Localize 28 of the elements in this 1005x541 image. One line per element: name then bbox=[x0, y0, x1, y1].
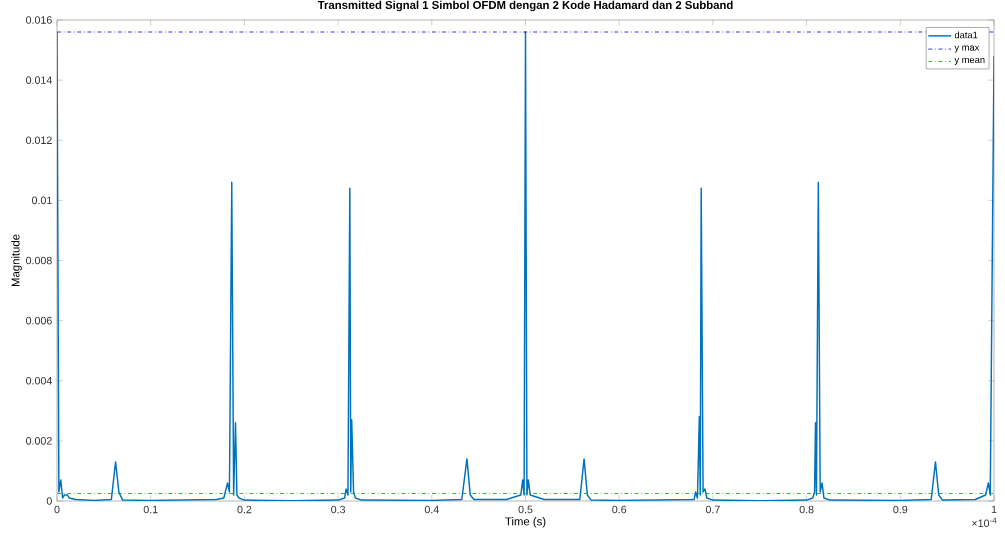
x-tick-label: 0.4 bbox=[424, 505, 439, 514]
x-tick-label: 0.6 bbox=[612, 505, 627, 514]
legend-label: y max bbox=[954, 45, 980, 53]
x-tick-label: 0.8 bbox=[799, 505, 814, 514]
y-tick-label: 0.016 bbox=[26, 16, 52, 24]
y-tick-label: 0.012 bbox=[26, 136, 52, 145]
x-tick-label: 0.5 bbox=[518, 505, 533, 514]
x-tick-label: 0.9 bbox=[893, 505, 908, 514]
x-tick-label: 1 bbox=[991, 505, 997, 514]
y-tick-label: 0 bbox=[46, 497, 52, 505]
y-tick-label: 0.002 bbox=[26, 437, 52, 445]
line-series bbox=[57, 31, 994, 501]
y-tick-label: 0.004 bbox=[26, 376, 52, 385]
y-tick-label: 0.008 bbox=[26, 256, 52, 265]
x-tick-label: 0.2 bbox=[237, 505, 252, 514]
x-tick-label: 0 bbox=[54, 505, 60, 514]
legend-label: data1 bbox=[954, 31, 978, 39]
y-tick-label: 0.014 bbox=[26, 76, 52, 84]
y-tick-label: 0.006 bbox=[26, 316, 52, 325]
x-tick-label: 0.7 bbox=[705, 505, 720, 514]
y-tick-label: 0.01 bbox=[31, 196, 52, 205]
legend-label: y mean bbox=[954, 57, 985, 65]
x-tick-label: 0.3 bbox=[331, 505, 346, 514]
text: ×10$^{-4}$ bbox=[972, 517, 997, 528]
x-tick-label: 0.1 bbox=[143, 505, 158, 514]
y-axis-title: Magnitude bbox=[11, 234, 22, 287]
x-axis-title: Time (s) bbox=[505, 517, 546, 528]
chart-title: Transmitted Signal 1 Simbol OFDM dengan 2 Kode Hadamard dan 2 Subband bbox=[317, 0, 733, 12]
